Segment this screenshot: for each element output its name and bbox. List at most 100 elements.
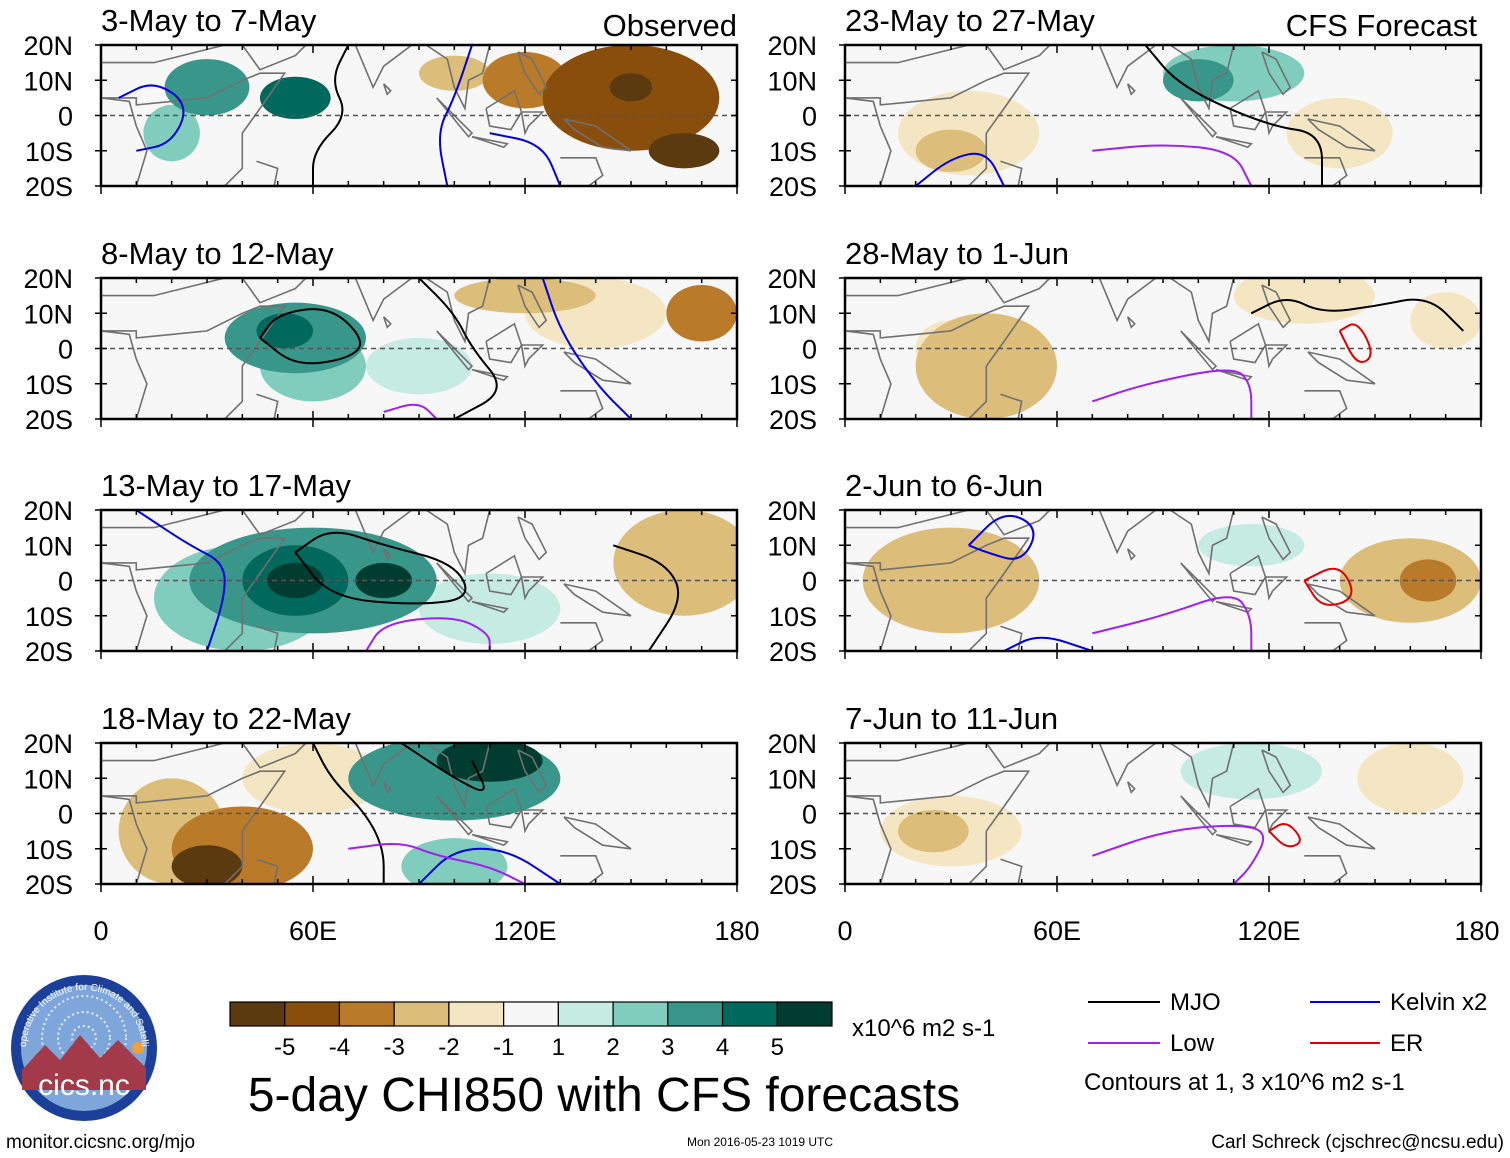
- contour-black: [259, 308, 362, 365]
- coastline: [341, 278, 413, 323]
- anomaly-shade: [401, 838, 508, 884]
- logo-text: cics.nc: [38, 1069, 130, 1102]
- panels-root: 20N 10N 0 10S 20S 3-May to 7-May 20N 10N 0 10S 20S…: [23, 3, 1483, 900]
- colorbar-swatch: [284, 1001, 341, 1027]
- lat-label: 20N: [767, 264, 817, 294]
- coastline: [1126, 83, 1136, 96]
- coastline: [1126, 548, 1136, 561]
- anomaly-shade: [1198, 524, 1305, 567]
- panel-title: 13-May to 17-May: [101, 468, 351, 503]
- anomaly-shade: [862, 527, 1040, 634]
- contour-purple: [365, 617, 491, 651]
- lat-label: 10N: [23, 299, 73, 329]
- colorbar-swatch: [776, 1001, 833, 1027]
- coastline: [1307, 816, 1376, 850]
- coastline: [520, 809, 545, 834]
- coastline: [471, 600, 509, 614]
- map-panel-obs2: 20N 10N 0 10S 20S 8-May to 12-May: [23, 236, 739, 435]
- lat-label: 0: [802, 800, 817, 830]
- lat-label: 10N: [23, 764, 73, 794]
- lat-label: 20N: [23, 729, 73, 759]
- anomaly-shade: [915, 129, 987, 172]
- coastline: [425, 510, 491, 577]
- anomaly-shade: [1233, 278, 1375, 324]
- lat-label: 0: [58, 335, 73, 365]
- coastline: [1304, 855, 1348, 884]
- panel-title: 8-May to 12-May: [101, 236, 334, 271]
- coastline: [101, 537, 287, 651]
- contour-black: [418, 278, 498, 419]
- contour-red: [1303, 567, 1353, 606]
- anomaly-shade: [419, 55, 490, 91]
- coastline: [241, 45, 307, 71]
- map-panel-fc2: 20N 10N 0 10S 20S 28-May to 1-Jun: [767, 236, 1483, 435]
- colorbar-swatch: [448, 1001, 505, 1027]
- lat-label: 20S: [25, 172, 73, 202]
- coastline: [517, 51, 548, 96]
- contour-purple: [1091, 824, 1265, 884]
- contour-purple: [1092, 596, 1253, 651]
- coastline: [256, 160, 279, 186]
- coastline: [1215, 368, 1253, 382]
- lat-label: 20S: [25, 870, 73, 900]
- lat-label: 0: [58, 800, 73, 830]
- coastline: [560, 622, 604, 651]
- footer-timestamp: Mon 2016-05-23 1019 UTC: [687, 1135, 833, 1149]
- coastline: [1126, 781, 1136, 794]
- coastline: [985, 743, 1051, 769]
- coastline: [382, 83, 392, 96]
- coastline: [341, 510, 413, 555]
- lat-label: 10N: [767, 66, 817, 96]
- lat-label: 20N: [767, 31, 817, 61]
- panel-title: 2-Jun to 6-Jun: [845, 468, 1043, 503]
- coastline: [1264, 344, 1289, 369]
- lat-label: 10S: [769, 835, 817, 865]
- main-title: 5-day CHI850 with CFS forecasts: [248, 1069, 960, 1122]
- coastline: [101, 510, 225, 529]
- anomaly-shade: [1410, 292, 1481, 349]
- coastline: [425, 45, 491, 112]
- coastline: [1126, 316, 1136, 329]
- coastline: [1307, 583, 1376, 617]
- coastline: [241, 278, 307, 304]
- legend-label-mjo: MJO: [1170, 989, 1221, 1016]
- anomaly-shade: [419, 573, 561, 644]
- contour-blue: [915, 152, 1005, 186]
- contour-purple: [1091, 369, 1253, 419]
- coastline: [1085, 45, 1157, 90]
- colorbar-label: -3: [384, 1034, 405, 1061]
- coastline: [341, 45, 413, 90]
- anomaly-shade: [164, 59, 250, 116]
- contour-black: [1250, 298, 1465, 332]
- lat-label: 0: [58, 567, 73, 597]
- panel-title: 3-May to 7-May: [101, 3, 317, 38]
- lat-label: 20S: [769, 405, 817, 435]
- lon-label-120e: 120E: [493, 916, 556, 946]
- observed-label: Observed: [603, 8, 737, 43]
- colorbar-label: -2: [438, 1034, 459, 1061]
- lat-label: 0: [802, 102, 817, 132]
- legend-label-low: Low: [1170, 1030, 1215, 1057]
- lat-label: 10N: [767, 299, 817, 329]
- anomaly-shade: [260, 76, 331, 120]
- coastline: [560, 390, 604, 419]
- lat-label: 20S: [769, 172, 817, 202]
- anomaly-shade: [1399, 559, 1457, 602]
- coastline: [1304, 157, 1348, 186]
- colorbar: -5 -4 -3 -2 -1 1 2 3 4 5: [229, 1001, 833, 1061]
- anomaly-shade: [454, 278, 596, 314]
- panel-title: 28-May to 1-Jun: [845, 236, 1069, 271]
- coastline: [520, 344, 545, 369]
- lat-label: 0: [802, 335, 817, 365]
- coastline: [471, 135, 509, 149]
- coastline: [845, 278, 969, 297]
- coastline: [425, 278, 491, 345]
- contour-purple: [383, 403, 438, 419]
- coastline: [1261, 516, 1292, 561]
- lat-label: 0: [802, 567, 817, 597]
- coastline: [563, 118, 632, 152]
- lat-label: 10S: [769, 137, 817, 167]
- coastline: [1264, 576, 1289, 601]
- coastline: [1085, 743, 1157, 788]
- anomaly-shade: [1357, 743, 1464, 814]
